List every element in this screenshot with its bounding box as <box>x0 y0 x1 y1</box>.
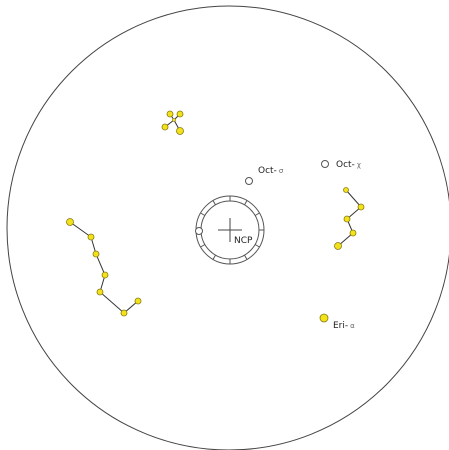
celestial-horizon-circle <box>6 5 449 450</box>
oct-chi-label-base: Oct- <box>336 160 355 170</box>
star-oct-sigma: Oct-σ <box>245 166 284 185</box>
ncp-tick <box>212 200 216 206</box>
star <box>87 233 95 241</box>
star <box>343 187 349 193</box>
asterism-right <box>334 187 365 250</box>
ncp-tick <box>200 212 206 216</box>
star <box>349 229 357 237</box>
star <box>96 288 104 296</box>
star-oct-chi: Oct-χ <box>321 160 361 170</box>
ncp-tick <box>212 254 216 260</box>
star <box>357 203 365 211</box>
star <box>161 123 169 131</box>
eri-alpha-star <box>319 313 329 323</box>
star <box>166 110 174 118</box>
asterism-left <box>66 218 142 317</box>
star <box>134 297 142 305</box>
star <box>66 218 74 226</box>
star-eri-alpha: Eri-α <box>319 313 355 331</box>
oct-sigma-label-base: Oct- <box>258 166 277 176</box>
ncp-tick <box>244 200 248 206</box>
ncp-tick <box>244 254 248 260</box>
oct-sigma-star <box>245 177 253 185</box>
ncp-tick <box>254 244 260 248</box>
star <box>334 242 342 250</box>
star <box>120 309 128 317</box>
oct-chi-star <box>321 160 329 168</box>
star <box>343 215 351 223</box>
star <box>92 250 100 258</box>
eri-alpha-label-base: Eri- <box>333 321 348 331</box>
oct-chi-label-greek: χ <box>357 161 361 169</box>
asterism-upper-left <box>161 110 184 135</box>
eri-alpha-label-greek: α <box>350 322 355 330</box>
oct-sigma-label-greek: σ <box>279 167 284 175</box>
oct-sigma-label: Oct-σ <box>258 166 284 176</box>
star <box>172 118 176 122</box>
star <box>101 271 109 279</box>
ncp-side-marker <box>195 227 203 235</box>
star <box>176 110 184 118</box>
oct-chi-label: Oct-χ <box>336 160 361 170</box>
star <box>176 127 184 135</box>
eri-alpha-label: Eri-α <box>333 321 355 331</box>
ncp-tick <box>200 244 206 248</box>
ncp-label: NCP <box>234 236 253 246</box>
ncp-tick <box>254 212 260 216</box>
ncp-marker: NCP <box>195 195 265 265</box>
